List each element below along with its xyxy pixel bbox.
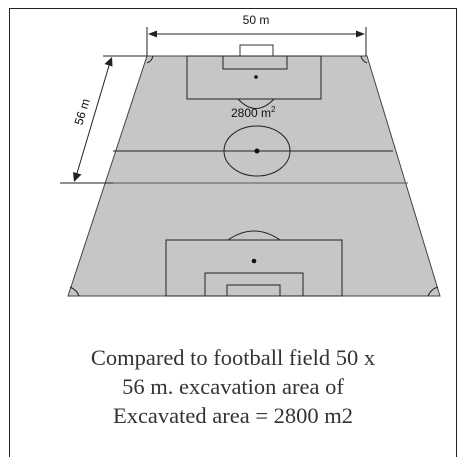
- area-value: 2800 m: [231, 106, 271, 120]
- area-label: 2800 m2: [231, 105, 276, 120]
- width-label: 50 m: [243, 13, 270, 27]
- caption: Compared to football field 50 x 56 m. ex…: [10, 343, 456, 430]
- corner-arc-top-right: [360, 55, 368, 64]
- width-dimension: [146, 27, 367, 56]
- corner-arc-top-left: [146, 55, 154, 64]
- figure-frame: [9, 8, 457, 457]
- top-goal-box: [222, 55, 288, 70]
- caption-line-2: 56 m. excavation area of: [122, 374, 344, 399]
- bottom-goal: [226, 284, 281, 297]
- bottom-penalty-spot: [251, 258, 257, 264]
- length-label: 56 m: [72, 97, 93, 127]
- centre-circle: [223, 125, 291, 177]
- centre-spot: [254, 148, 260, 154]
- corner-arc-bottom-left: [69, 286, 80, 297]
- top-penalty-arc: [237, 98, 275, 109]
- corner-arc-bottom-right: [427, 286, 439, 297]
- caption-line-3: Excavated area = 2800 m2: [112, 403, 354, 428]
- length-dimension: [60, 55, 147, 184]
- caption-line-1: Compared to football field 50 x: [90, 345, 376, 370]
- area-unit-superscript: 2: [271, 105, 276, 114]
- football-field-diagram: 50 m 56 m 2800 m2: [60, 13, 441, 297]
- top-goal: [239, 44, 274, 57]
- bottom-penalty-arc: [227, 230, 281, 241]
- top-penalty-spot: [254, 75, 258, 79]
